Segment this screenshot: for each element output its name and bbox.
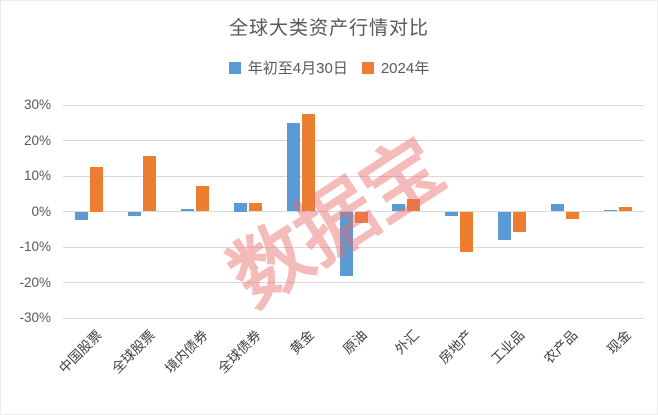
gridline [63, 282, 644, 283]
gridline [63, 317, 644, 319]
bar-ytd-外汇 [392, 203, 406, 212]
gridline [63, 140, 644, 141]
bar-ytd-原油 [339, 211, 353, 277]
x-axis-category-label: 黄金 [286, 327, 317, 357]
legend-label-ytd: 年初至4月30日 [247, 60, 348, 77]
x-axis-category-label: 农产品 [541, 327, 581, 367]
bar-2024-外汇 [407, 198, 421, 212]
x-axis-category-label: 全球股票 [109, 327, 159, 377]
bar-ytd-现金 [603, 210, 617, 212]
x-axis-category-label: 房地产 [435, 327, 476, 367]
bar-2024-中国股票 [90, 167, 104, 212]
y-axis-tick-label: 30% [23, 97, 51, 112]
bar-2024-境内债券 [196, 185, 210, 212]
x-axis-category-label: 全球债券 [214, 327, 264, 377]
y-axis-tick-label: 10% [23, 168, 51, 183]
gridline [63, 175, 644, 177]
bar-2024-黄金 [301, 114, 315, 212]
y-axis-tick-label: 20% [23, 132, 51, 148]
bar-2024-现金 [618, 206, 632, 212]
chart-title: 全球大类资产行情对比 [228, 18, 429, 39]
y-axis-tick-label: -10% [19, 239, 51, 254]
plot-area [63, 104, 644, 319]
x-axis-category-label: 现金 [603, 327, 634, 357]
gridline [63, 211, 644, 212]
bar-2024-工业品 [512, 211, 526, 233]
gridline [63, 104, 644, 106]
legend-swatch-orange-icon [361, 61, 374, 74]
x-axis-category-label: 外汇 [392, 327, 423, 357]
bar-2024-原油 [354, 211, 368, 223]
x-axis-category-label: 工业品 [488, 327, 528, 367]
legend: 年初至4月30日 2024年 [1, 57, 657, 78]
legend-swatch-blue-icon [228, 61, 241, 74]
bar-ytd-中国股票 [75, 211, 89, 221]
x-axis-category-label: 境内债券 [162, 327, 211, 377]
x-axis-category-label: 中国股票 [56, 327, 106, 377]
bar-ytd-全球债券 [233, 202, 247, 212]
gridline [63, 246, 644, 248]
bar-ytd-境内债券 [181, 209, 195, 212]
bar-2024-房地产 [460, 211, 474, 253]
legend-label-2024: 2024年 [380, 60, 430, 77]
bar-2024-全球债券 [248, 202, 262, 212]
legend-item-2024: 2024年 [361, 57, 430, 78]
bar-2024-全球股票 [143, 155, 157, 212]
legend-item-ytd: 年初至4月30日 [228, 57, 348, 78]
bar-2024-农产品 [565, 211, 579, 219]
bar-ytd-全球股票 [128, 211, 142, 217]
y-axis-tick-label: 0% [31, 203, 51, 219]
bar-ytd-农产品 [550, 203, 564, 212]
y-axis-tick-label: -20% [19, 274, 51, 290]
bar-ytd-黄金 [286, 123, 300, 212]
y-axis-tick-label: -30% [19, 310, 51, 325]
bar-ytd-工业品 [497, 211, 511, 240]
x-axis-category-label: 原油 [339, 327, 370, 357]
bar-ytd-房地产 [445, 211, 459, 216]
